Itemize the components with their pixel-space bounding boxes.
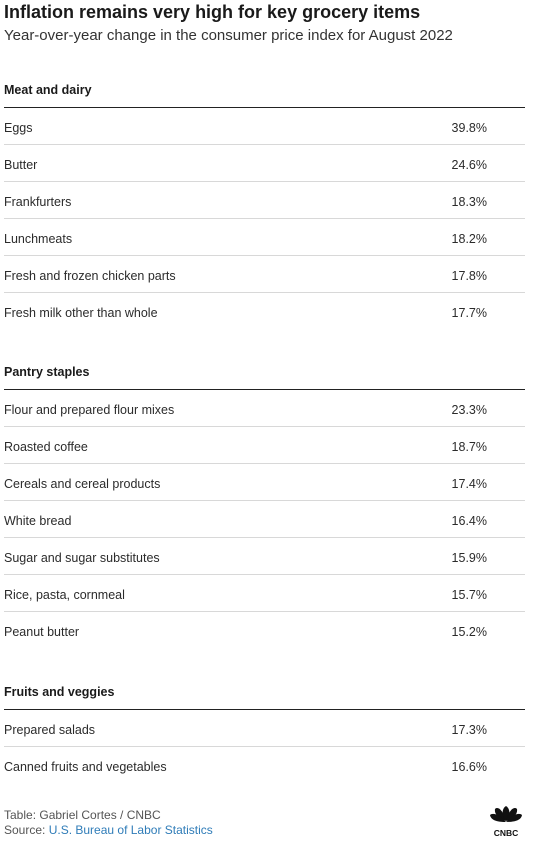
row-label: Butter	[4, 158, 38, 172]
table-row: Rice, pasta, cornmeal 15.7%	[4, 575, 525, 612]
table-credit: Table: Gabriel Cortes / CNBC	[4, 808, 161, 822]
table-row: Butter 24.6%	[4, 145, 525, 182]
row-label: Prepared salads	[4, 723, 96, 737]
table-row: Peanut butter 15.2%	[4, 612, 525, 649]
row-label: White bread	[4, 514, 72, 528]
source-line: Source: U.S. Bureau of Labor Statistics	[4, 823, 213, 837]
table-section: Meat and dairy Eggs 39.8% Butter 24.6% Frankf…	[4, 82, 525, 330]
row-label: Eggs	[4, 121, 33, 135]
table-row: Cereals and cereal products 17.4%	[4, 464, 525, 501]
chart-subtitle: Year-over-year change in the consumer pr…	[4, 27, 453, 44]
cnbc-wordmark: CNBC	[494, 828, 519, 838]
row-label: Canned fruits and vegetables	[4, 760, 167, 774]
row-label: Fresh and frozen chicken parts	[4, 269, 176, 283]
row-label: Rice, pasta, cornmeal	[4, 588, 125, 602]
peacock-icon	[490, 806, 522, 822]
table-row: Roasted coffee 18.7%	[4, 427, 525, 464]
row-value: 16.4%	[451, 514, 487, 528]
row-value: 15.7%	[451, 588, 487, 602]
row-label: Frankfurters	[4, 195, 72, 209]
table-row: Lunchmeats 18.2%	[4, 219, 525, 256]
row-label: Roasted coffee	[4, 440, 88, 454]
row-label: Fresh milk other than whole	[4, 306, 158, 320]
table-row: Eggs 39.8%	[4, 108, 525, 145]
table-row: Sugar and sugar substitutes 15.9%	[4, 538, 525, 575]
row-value: 18.2%	[451, 232, 487, 246]
table-row: Fresh and frozen chicken parts 17.8%	[4, 256, 525, 293]
table-row: Frankfurters 18.3%	[4, 182, 525, 219]
table-row: White bread 16.4%	[4, 501, 525, 538]
row-value: 17.3%	[451, 723, 487, 737]
row-value: 17.4%	[451, 477, 487, 491]
row-value: 39.8%	[451, 121, 487, 135]
table-row: Canned fruits and vegetables 16.6%	[4, 747, 525, 784]
source-prefix: Source:	[4, 823, 49, 837]
row-label: Lunchmeats	[4, 232, 73, 246]
row-value: 17.7%	[451, 306, 487, 320]
section-title: Fruits and veggies	[4, 684, 525, 710]
table-row: Fresh milk other than whole 17.7%	[4, 293, 525, 330]
row-value: 17.8%	[451, 269, 487, 283]
row-label: Sugar and sugar substitutes	[4, 551, 160, 565]
source-link[interactable]: U.S. Bureau of Labor Statistics	[48, 823, 213, 837]
row-value: 18.7%	[451, 440, 487, 454]
row-value: 18.3%	[451, 195, 487, 209]
row-value: 15.9%	[451, 551, 487, 565]
row-value: 16.6%	[451, 760, 487, 774]
cnbc-peacock-logo[interactable]: CNBC	[486, 805, 526, 839]
row-value: 15.2%	[451, 625, 487, 639]
row-value: 24.6%	[451, 158, 487, 172]
table-section: Fruits and veggies Prepared salads 17.3% Ca…	[4, 684, 525, 784]
row-label: Flour and prepared flour mixes	[4, 403, 175, 417]
table-row: Flour and prepared flour mixes 23.3%	[4, 390, 525, 427]
row-label: Peanut butter	[4, 625, 80, 639]
row-label: Cereals and cereal products	[4, 477, 161, 491]
section-title: Meat and dairy	[4, 82, 525, 108]
row-value: 23.3%	[451, 403, 487, 417]
chart-title: Inflation remains very high for key groc…	[4, 2, 421, 22]
table-section: Pantry staples Flour and prepared flour m…	[4, 364, 525, 649]
section-title: Pantry staples	[4, 364, 525, 390]
table-row: Prepared salads 17.3%	[4, 710, 525, 747]
